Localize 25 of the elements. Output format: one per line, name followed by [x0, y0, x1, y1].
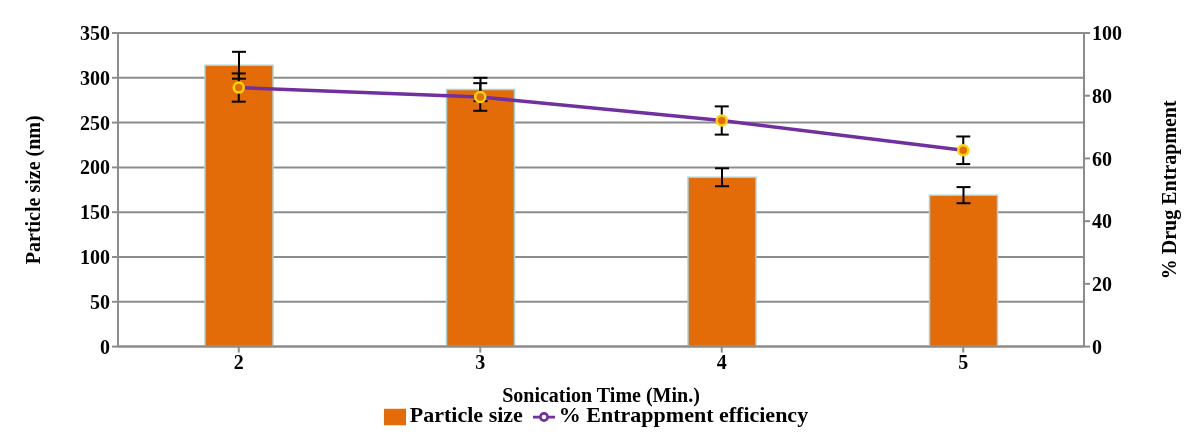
y-tick-label: 350	[80, 22, 110, 45]
y2-tick-label: 20	[1092, 272, 1112, 295]
bar	[687, 176, 757, 347]
bar	[204, 64, 274, 347]
y-tick-label: 0	[100, 335, 110, 358]
y-axis-title: Particle size (nm)	[22, 115, 46, 265]
y2-tick-label: 100	[1092, 22, 1122, 45]
y-tick-label: 100	[80, 246, 110, 269]
x-tick-label: 4	[716, 350, 727, 373]
y2-tick-label: 40	[1092, 210, 1112, 233]
x-tick-label: 5	[958, 350, 969, 373]
bar	[445, 88, 516, 347]
x-tick-label: 3	[475, 350, 486, 373]
y-tick-label: 250	[80, 111, 110, 134]
y2-axis-title: % Drug Entrapment	[1158, 100, 1182, 280]
y-tick-label: 50	[90, 290, 110, 313]
y2-tick-label: 80	[1092, 84, 1112, 107]
y-tick-label: 150	[80, 201, 110, 224]
y-tick-label: 200	[80, 156, 110, 179]
x-tick-label: 2	[233, 350, 244, 373]
bar	[928, 194, 999, 347]
legend-label: Particle size	[409, 401, 523, 427]
y2-tick-label: 0	[1092, 335, 1102, 358]
y2-tick-label: 60	[1092, 147, 1112, 170]
y-tick-label: 300	[80, 66, 110, 89]
